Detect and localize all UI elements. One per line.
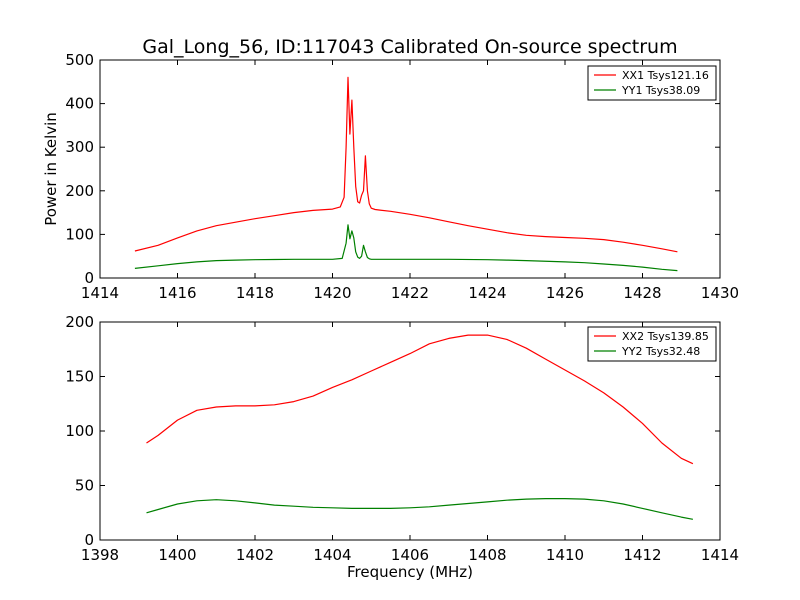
y-tick-label: 400 (65, 95, 94, 113)
series-line-yy (146, 498, 694, 520)
y-tick-label: 0 (84, 269, 94, 287)
top-panel-plot: 1414 1416 1418 1420 1422 1424 1426 1428 1430 0 100… (42, 51, 739, 302)
x-axis-label: Frequency (MHz) (347, 563, 473, 581)
legend-entry: XX1 Tsys121.16 (622, 69, 709, 82)
x-tick-label: 1418 (236, 284, 274, 302)
y-tick-label: 300 (65, 138, 94, 156)
series-line-xx (146, 334, 694, 465)
x-tick-label: 1402 (236, 546, 274, 564)
x-tick-label: 1412 (623, 546, 661, 564)
y-tick-label: 50 (75, 477, 94, 495)
legend-entry: YY2 Tsys32.48 (621, 345, 700, 358)
x-tick-label: 1410 (546, 546, 584, 564)
y-tick-label: 500 (65, 51, 94, 69)
series-line-yy (134, 224, 678, 272)
y-tick-label: 100 (65, 225, 94, 243)
series-line-xx (134, 76, 678, 253)
legend-box (587, 326, 717, 362)
x-tick-label: 1406 (391, 546, 429, 564)
y-tick-label: 0 (84, 531, 94, 549)
x-tick-label: 1430 (701, 284, 739, 302)
x-tick-label: 1404 (313, 546, 351, 564)
x-tick-label: 1422 (391, 284, 429, 302)
x-tick-label: 1428 (623, 284, 661, 302)
x-tick-label: 1400 (158, 546, 196, 564)
legend-entry: XX2 Tsys139.85 (622, 330, 709, 343)
figure-title: Gal_Long_56, ID:117043 Calibrated On-sou… (142, 36, 677, 58)
y-tick-label: 150 (65, 368, 94, 386)
legend-entry: YY1 Tsys38.09 (621, 84, 700, 97)
x-tick-label: 1416 (158, 284, 196, 302)
legend-box (587, 65, 717, 101)
y-tick-label: 200 (65, 313, 94, 331)
x-tick-label: 1414 (701, 546, 739, 564)
x-tick-label: 1424 (468, 284, 506, 302)
y-tick-label: 200 (65, 182, 94, 200)
x-tick-label: 1414 (81, 284, 119, 302)
x-tick-label: 1408 (468, 546, 506, 564)
y-tick-label: 100 (65, 422, 94, 440)
x-tick-label: 1398 (81, 546, 119, 564)
x-tick-label: 1426 (546, 284, 584, 302)
y-axis-label: Power in Kelvin (42, 112, 60, 226)
bottom-panel-plot: 1398 1400 1402 1404 1406 1408 1410 1412 1414 0 50 1… (65, 313, 739, 581)
x-tick-label: 1420 (313, 284, 351, 302)
